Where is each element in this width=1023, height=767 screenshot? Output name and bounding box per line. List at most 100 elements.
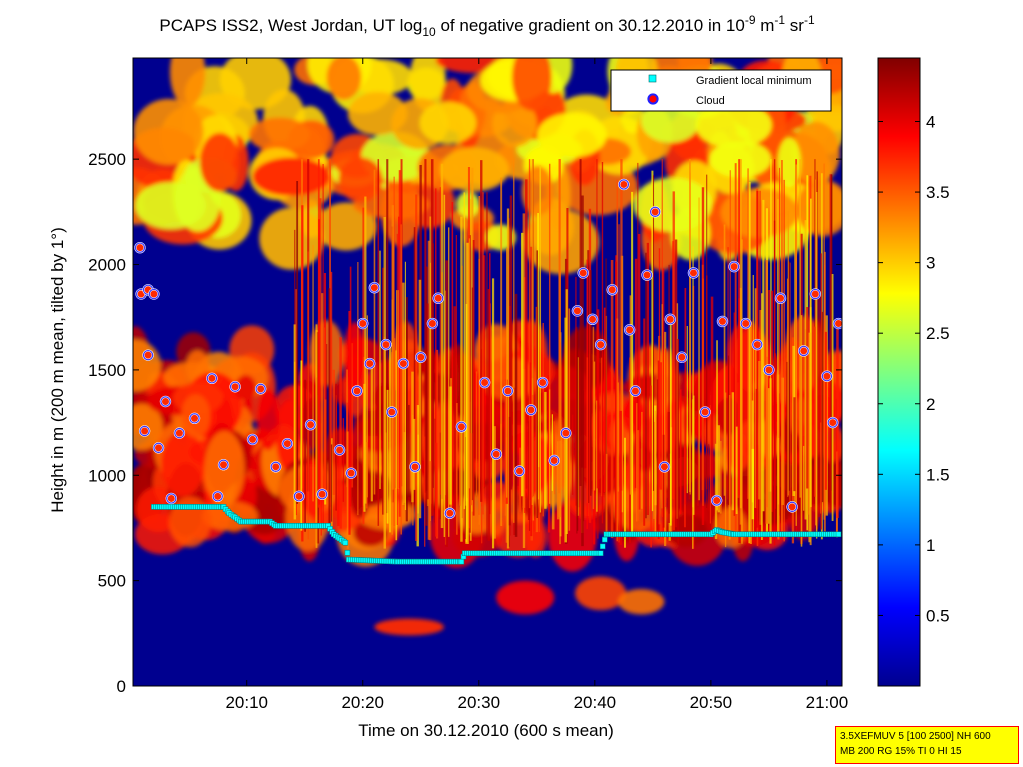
field-cell — [169, 58, 206, 107]
settings-info-box: 3.5XEFMUV 5 [100 2500] NH 600 MB 200 RG … — [835, 726, 1019, 764]
legend-marker-gradient-minimum — [648, 74, 657, 83]
cloud-point-rim — [270, 461, 281, 473]
settings-info-line-2: MB 200 RG 15% TI 0 HI 15 — [840, 746, 962, 757]
cloud-point-rim — [624, 324, 635, 336]
cloud-point-rim — [717, 316, 728, 327]
legend-box — [610, 69, 832, 112]
cloud-point-rim — [380, 339, 392, 350]
cloud-point-rim — [415, 352, 426, 363]
cloud-point-rim — [740, 318, 751, 329]
x-tick-label: 20:50 — [690, 693, 733, 712]
cloud-point-rim — [560, 427, 572, 439]
x-tick-label: 20:30 — [458, 693, 501, 712]
field-cell — [252, 157, 331, 197]
field-cell — [259, 207, 325, 270]
field-cell — [133, 99, 204, 165]
cloud-point-rim — [398, 358, 409, 369]
cloud-point-rim — [549, 455, 560, 466]
x-tick-label: 20:40 — [574, 693, 617, 712]
cloud-point-rim — [676, 352, 688, 363]
field-cell — [161, 430, 205, 497]
cloud-point-rim — [212, 491, 223, 502]
gradient-local-minimum-series — [151, 504, 842, 565]
cloud-point-rim — [595, 339, 606, 350]
cloud-point-rim — [206, 373, 218, 384]
cloud-point-rim — [587, 314, 598, 325]
field-cell — [248, 117, 310, 152]
cloud-point-rim — [821, 371, 833, 382]
colorbar-tick-label: 3.5 — [926, 183, 950, 202]
cloud-point-rim — [247, 434, 258, 445]
field-cell — [621, 396, 648, 435]
legend: Gradient local minimum Cloud — [610, 69, 832, 112]
cloud-point-rim — [491, 448, 502, 460]
cloud-point-rim — [833, 318, 842, 329]
field-cell — [496, 580, 555, 615]
cloud-point-rim — [357, 318, 368, 329]
cloud-point-rim — [763, 364, 775, 376]
cloud-point-rim — [364, 358, 375, 369]
cloud-point-rim — [305, 419, 316, 430]
field-cell — [618, 589, 665, 615]
cloud-point-rim — [166, 493, 177, 504]
cloud-point-rim — [665, 314, 676, 325]
cloud-point-rim — [688, 267, 699, 279]
cloud-point-rim — [427, 318, 438, 329]
cloud-point-rim — [334, 444, 345, 456]
cloud-point-rim — [810, 288, 821, 300]
field-cell — [419, 101, 477, 145]
legend-label-cloud: Cloud — [696, 95, 725, 107]
gradient-minimum-point — [602, 536, 608, 543]
field-cell — [409, 58, 446, 112]
field-cell — [720, 187, 799, 238]
field-cell — [791, 121, 840, 185]
field-cell — [326, 58, 362, 100]
colorbar-tick-label: 4 — [926, 113, 935, 132]
cloud-point-rim — [218, 459, 229, 470]
field-cell — [338, 157, 383, 203]
field-cell — [199, 132, 240, 192]
cloud-point-rim — [786, 501, 798, 513]
x-axis: 20:10 20:20 20:30 20:40 20:50 21:00 — [225, 58, 848, 712]
plot-area — [133, 58, 842, 686]
cloud-point-rim — [456, 421, 467, 432]
cloud-point-rim — [572, 305, 583, 317]
colorbar-tick-label: 3 — [926, 254, 935, 273]
y-tick-label: 500 — [98, 572, 126, 591]
cloud-point-rim — [255, 383, 266, 395]
cloud-point-rim — [189, 413, 200, 424]
cloud-point-rim — [618, 179, 630, 190]
colorbar: 0.5 1 1.5 2 2.5 3 3.5 4 — [877, 57, 950, 687]
field-cell — [133, 339, 161, 392]
x-tick-label: 20:20 — [341, 693, 384, 712]
cloud-point-rim — [728, 261, 740, 272]
y-tick-label: 1500 — [88, 361, 126, 380]
cloud-point-rim — [630, 385, 641, 397]
cloud-point-rim — [514, 465, 525, 477]
field-cell — [575, 576, 627, 611]
cloud-point-rim — [711, 495, 722, 506]
cloud-point-rim — [293, 491, 305, 502]
cloud-point-rim — [142, 349, 154, 361]
cloud-point-rim — [827, 417, 838, 428]
field-cell — [374, 618, 444, 636]
cloud-point-rim — [798, 345, 809, 357]
colorbar-tick-label: 2.5 — [926, 324, 950, 343]
cloud-point-rim — [174, 427, 185, 439]
x-tick-label: 21:00 — [806, 693, 849, 712]
x-axis-label: Time on 30.12.2010 (600 s mean) — [358, 721, 613, 740]
plot-frame — [132, 57, 843, 687]
cloud-point-rim — [351, 385, 363, 397]
cloud-series — [134, 178, 842, 519]
cloud-point-rim — [444, 507, 455, 519]
legend-marker-cloud — [647, 93, 659, 105]
cloud-point-rim — [160, 396, 171, 407]
cloud-point-rim — [607, 284, 618, 296]
gradient-minimum-point — [599, 543, 606, 550]
field-cell — [511, 58, 552, 111]
cloud-point-rim — [316, 489, 328, 500]
colorbar-tick-label: 1 — [926, 536, 935, 555]
gradient-minimum-point — [835, 531, 842, 538]
gradient-minimum-point — [342, 539, 349, 546]
